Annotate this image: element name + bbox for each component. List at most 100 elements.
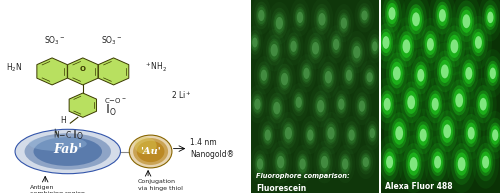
Ellipse shape xyxy=(483,111,500,159)
Ellipse shape xyxy=(392,118,407,148)
Ellipse shape xyxy=(273,12,285,35)
Ellipse shape xyxy=(340,154,350,174)
Ellipse shape xyxy=(451,143,472,185)
Ellipse shape xyxy=(317,56,340,98)
Ellipse shape xyxy=(358,97,366,115)
Ellipse shape xyxy=(306,126,315,144)
Ellipse shape xyxy=(426,85,445,123)
Ellipse shape xyxy=(246,25,264,59)
Ellipse shape xyxy=(278,68,290,91)
Ellipse shape xyxy=(276,152,286,172)
Ellipse shape xyxy=(352,87,372,125)
Text: Antigen
combining region: Antigen combining region xyxy=(30,185,85,193)
Ellipse shape xyxy=(406,149,421,179)
Ellipse shape xyxy=(480,98,486,111)
Ellipse shape xyxy=(448,80,470,121)
Ellipse shape xyxy=(418,69,424,82)
Ellipse shape xyxy=(452,0,482,50)
Ellipse shape xyxy=(316,147,333,178)
Ellipse shape xyxy=(360,60,380,94)
Ellipse shape xyxy=(456,152,468,176)
Ellipse shape xyxy=(292,145,312,183)
Ellipse shape xyxy=(334,4,354,42)
Ellipse shape xyxy=(460,10,472,33)
Ellipse shape xyxy=(398,31,414,61)
Ellipse shape xyxy=(316,8,328,31)
Ellipse shape xyxy=(293,3,307,31)
Ellipse shape xyxy=(317,10,327,29)
Text: Fluorophore comparison:: Fluorophore comparison: xyxy=(256,173,350,179)
Ellipse shape xyxy=(329,30,344,58)
Ellipse shape xyxy=(360,8,369,23)
Ellipse shape xyxy=(405,0,427,40)
Ellipse shape xyxy=(302,65,311,82)
Ellipse shape xyxy=(296,54,316,92)
Text: Fluorescein: Fluorescein xyxy=(256,184,306,193)
Ellipse shape xyxy=(432,152,443,173)
Ellipse shape xyxy=(362,65,377,90)
Ellipse shape xyxy=(464,63,474,84)
Ellipse shape xyxy=(338,13,349,34)
Ellipse shape xyxy=(437,5,448,26)
Ellipse shape xyxy=(362,10,368,20)
Ellipse shape xyxy=(404,87,419,117)
Ellipse shape xyxy=(371,39,378,54)
Ellipse shape xyxy=(402,39,410,53)
Ellipse shape xyxy=(332,36,340,53)
Ellipse shape xyxy=(320,112,342,154)
Ellipse shape xyxy=(430,148,444,176)
Ellipse shape xyxy=(289,83,308,121)
Ellipse shape xyxy=(401,0,431,48)
Ellipse shape xyxy=(277,156,284,168)
Ellipse shape xyxy=(313,141,336,183)
Ellipse shape xyxy=(257,7,266,24)
Ellipse shape xyxy=(322,66,334,89)
Ellipse shape xyxy=(359,101,365,112)
Ellipse shape xyxy=(312,91,329,122)
Ellipse shape xyxy=(304,27,327,69)
Ellipse shape xyxy=(440,116,455,146)
Ellipse shape xyxy=(301,63,312,84)
Ellipse shape xyxy=(422,78,448,131)
Ellipse shape xyxy=(366,72,373,82)
Ellipse shape xyxy=(384,98,390,111)
Ellipse shape xyxy=(330,34,342,55)
Ellipse shape xyxy=(358,150,373,174)
Ellipse shape xyxy=(336,9,351,37)
Ellipse shape xyxy=(252,0,272,35)
Ellipse shape xyxy=(338,150,352,178)
Text: 1.4 nm: 1.4 nm xyxy=(190,138,216,147)
Ellipse shape xyxy=(462,59,476,87)
Ellipse shape xyxy=(465,16,492,69)
Ellipse shape xyxy=(310,0,334,41)
Ellipse shape xyxy=(432,98,438,111)
Ellipse shape xyxy=(250,145,270,183)
Ellipse shape xyxy=(462,114,481,152)
Text: $^+$NH$_2$: $^+$NH$_2$ xyxy=(144,61,167,74)
Ellipse shape xyxy=(284,27,304,65)
Ellipse shape xyxy=(468,127,474,140)
Ellipse shape xyxy=(492,129,498,141)
Ellipse shape xyxy=(389,58,404,88)
Ellipse shape xyxy=(285,127,292,139)
Ellipse shape xyxy=(466,67,472,80)
Ellipse shape xyxy=(340,14,348,32)
Ellipse shape xyxy=(303,121,318,149)
Ellipse shape xyxy=(273,58,296,100)
Ellipse shape xyxy=(370,37,380,56)
Polygon shape xyxy=(37,58,68,85)
Ellipse shape xyxy=(376,23,396,62)
Ellipse shape xyxy=(307,33,324,64)
Ellipse shape xyxy=(400,81,422,123)
Ellipse shape xyxy=(482,156,489,168)
Ellipse shape xyxy=(432,102,462,160)
Ellipse shape xyxy=(434,51,456,92)
Ellipse shape xyxy=(448,35,460,58)
Ellipse shape xyxy=(393,122,405,145)
Ellipse shape xyxy=(258,10,264,21)
Ellipse shape xyxy=(320,152,330,172)
Ellipse shape xyxy=(268,93,285,124)
Ellipse shape xyxy=(297,12,303,23)
Ellipse shape xyxy=(466,123,476,144)
Ellipse shape xyxy=(362,157,369,167)
